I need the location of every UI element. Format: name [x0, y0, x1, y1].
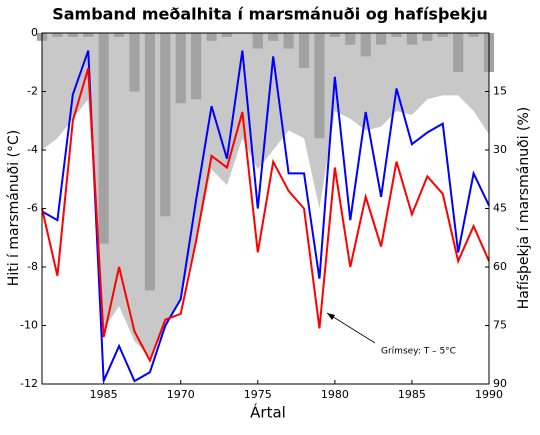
- ice-bar: [406, 33, 418, 45]
- ice-bar: [453, 33, 464, 72]
- ice-bar: [52, 33, 63, 37]
- annotation-arrow: [326, 312, 376, 344]
- y-tick-label: -12: [20, 377, 38, 390]
- ice-bar: [175, 33, 186, 104]
- ice-bar: [160, 33, 171, 217]
- ice-bar: [283, 33, 294, 49]
- ice-bar: [345, 33, 356, 45]
- temperature-line: [41, 67, 490, 364]
- y2-tick-label: 90: [493, 377, 507, 390]
- ice-bar: [268, 33, 279, 41]
- x-tick-label: 1985: [90, 388, 118, 401]
- ice-bar: [83, 33, 94, 37]
- ice-bar: [221, 33, 233, 37]
- ice-bar: [144, 33, 155, 291]
- chart-title: Samband meðalhita í marsmánuði og hafísþ…: [52, 5, 488, 24]
- x-tick-label: 1975: [244, 388, 272, 401]
- ice-bar: [468, 33, 479, 37]
- x-tick-label: 1970: [167, 388, 195, 401]
- x-axis-label: Ártal: [250, 403, 286, 422]
- y-tick-label: -10: [20, 319, 38, 332]
- annotation-arrowhead: [327, 313, 335, 320]
- ice-bar: [252, 33, 263, 49]
- y-tick-label: 0: [31, 26, 38, 39]
- x-tick-label: 1990: [475, 388, 503, 401]
- y-tick-label: -8: [27, 260, 38, 273]
- y2-tick-label: 45: [493, 202, 507, 215]
- y2-tick-label: 60: [493, 260, 507, 273]
- y-tick-label: -4: [27, 143, 38, 156]
- ice-bar: [129, 33, 140, 92]
- ice-bar: [329, 33, 340, 37]
- y2-axis-label: Hafísþekja í marsmánuði (%): [516, 107, 532, 309]
- ice-bar: [360, 33, 371, 57]
- ice-bar: [67, 33, 78, 37]
- ice-bar: [206, 33, 217, 41]
- y-axis-label: Hiti í marsmánuði (°C): [6, 130, 22, 286]
- temperature-line: [41, 50, 490, 383]
- ice-bar: [113, 33, 125, 37]
- ice-bar: [314, 33, 325, 139]
- x-tick-label: 1980: [321, 388, 349, 401]
- ice-bar: [298, 33, 310, 69]
- ice-bar: [98, 33, 109, 244]
- y-tick-label: -2: [27, 85, 38, 98]
- annotation: Grímsey: T – 5°C: [381, 347, 456, 357]
- y-tick-label: -6: [27, 202, 38, 215]
- y2-tick-label: 75: [493, 319, 507, 332]
- ice-bar: [422, 33, 433, 41]
- y2-tick-label: 15: [493, 85, 507, 98]
- x-tick-label: 1985: [398, 388, 426, 401]
- ice-bar: [191, 33, 202, 100]
- ice-bar: [437, 33, 448, 37]
- y2-tick-label: 30: [493, 143, 507, 156]
- ice-bar: [376, 33, 387, 45]
- ice-bar: [391, 33, 402, 37]
